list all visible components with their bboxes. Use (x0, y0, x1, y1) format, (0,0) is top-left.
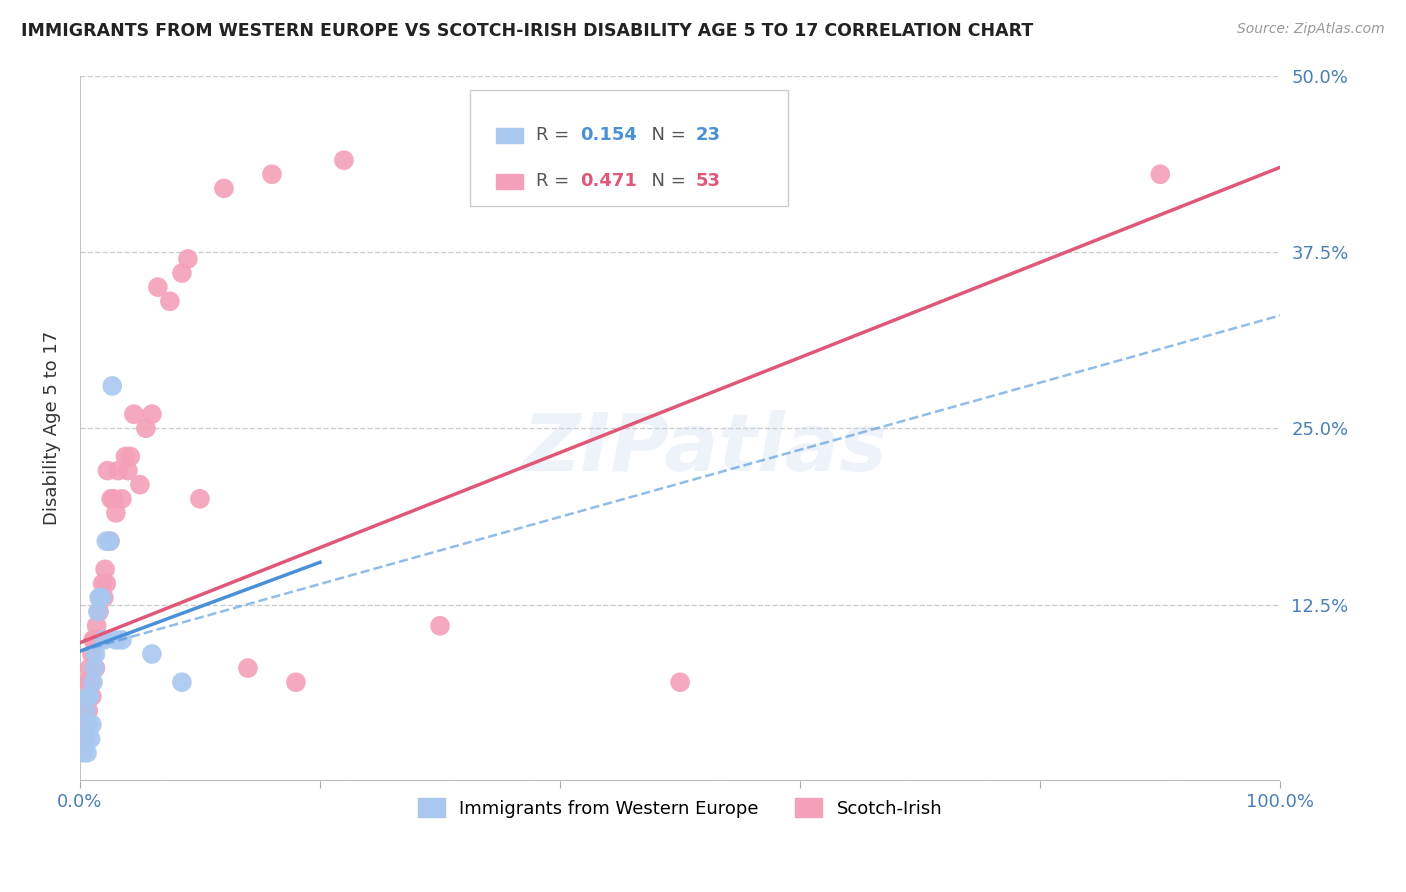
Text: IMMIGRANTS FROM WESTERN EUROPE VS SCOTCH-IRISH DISABILITY AGE 5 TO 17 CORRELATIO: IMMIGRANTS FROM WESTERN EUROPE VS SCOTCH… (21, 22, 1033, 40)
Legend: Immigrants from Western Europe, Scotch-Irish: Immigrants from Western Europe, Scotch-I… (411, 791, 949, 825)
Point (159, 294, 181, 309)
Point (79, 731, 101, 746)
Point (128, 477, 150, 491)
Point (77, 703, 100, 717)
Text: N =: N = (641, 172, 692, 190)
Point (93, 632, 115, 647)
Point (84, 647, 107, 661)
Point (103, 491, 125, 506)
Text: 23: 23 (696, 127, 721, 145)
Bar (496, 174, 523, 189)
Point (80, 690, 103, 704)
Point (141, 407, 163, 421)
Point (107, 464, 129, 478)
Point (77, 690, 100, 704)
Text: ZIPatlas: ZIPatlas (522, 410, 887, 489)
Point (100, 491, 122, 506)
Point (669, 675, 692, 690)
Point (87, 591, 110, 605)
Point (94, 562, 117, 576)
Point (80, 647, 103, 661)
Point (117, 464, 139, 478)
Point (79, 690, 101, 704)
Point (93, 591, 115, 605)
Y-axis label: Disability Age 5 to 17: Disability Age 5 to 17 (44, 331, 60, 525)
Point (76, 746, 98, 760)
Point (114, 450, 136, 464)
Point (98, 534, 121, 549)
Point (170, 266, 193, 280)
Point (79, 661, 101, 675)
Point (80, 717, 103, 731)
Point (89, 591, 111, 605)
Point (82, 632, 104, 647)
Point (75, 731, 97, 746)
Point (90, 591, 112, 605)
Point (146, 280, 169, 294)
Point (1149, 167, 1171, 181)
Point (141, 647, 163, 661)
Point (76, 717, 98, 731)
Point (76, 675, 98, 690)
Text: R =: R = (536, 127, 575, 145)
Point (120, 450, 142, 464)
FancyBboxPatch shape (470, 89, 789, 206)
Point (188, 491, 211, 506)
Point (98, 534, 121, 549)
Point (260, 167, 283, 181)
Text: 0.154: 0.154 (581, 127, 637, 145)
Point (84, 661, 107, 675)
Point (73, 731, 96, 746)
Point (177, 252, 200, 266)
Point (111, 632, 134, 647)
Text: R =: R = (536, 172, 575, 190)
Point (72, 731, 94, 746)
Point (170, 675, 193, 690)
Point (87, 605, 110, 619)
Text: 53: 53 (696, 172, 721, 190)
Point (122, 407, 145, 421)
Point (75, 703, 97, 717)
Point (135, 421, 157, 435)
Point (79, 690, 101, 704)
Text: N =: N = (641, 127, 692, 145)
Point (83, 632, 105, 647)
Point (429, 619, 451, 633)
Point (101, 379, 124, 393)
Point (104, 632, 127, 647)
Point (72, 746, 94, 760)
Point (284, 675, 307, 690)
Point (96, 576, 118, 591)
Point (111, 491, 134, 506)
Text: Source: ZipAtlas.com: Source: ZipAtlas.com (1237, 22, 1385, 37)
Point (75, 703, 97, 717)
Point (90, 591, 112, 605)
Point (212, 181, 235, 195)
Point (77, 690, 100, 704)
Text: 0.471: 0.471 (581, 172, 637, 190)
Point (104, 506, 127, 520)
Point (86, 619, 108, 633)
Point (96, 534, 118, 549)
Bar (496, 128, 523, 144)
Point (83, 661, 105, 675)
Point (91, 576, 114, 591)
Point (96, 464, 118, 478)
Point (73, 717, 96, 731)
Point (82, 675, 104, 690)
Point (72, 717, 94, 731)
Point (87, 605, 110, 619)
Point (76, 717, 98, 731)
Point (333, 153, 356, 168)
Point (79, 675, 101, 690)
Point (87, 632, 110, 647)
Point (236, 661, 259, 675)
